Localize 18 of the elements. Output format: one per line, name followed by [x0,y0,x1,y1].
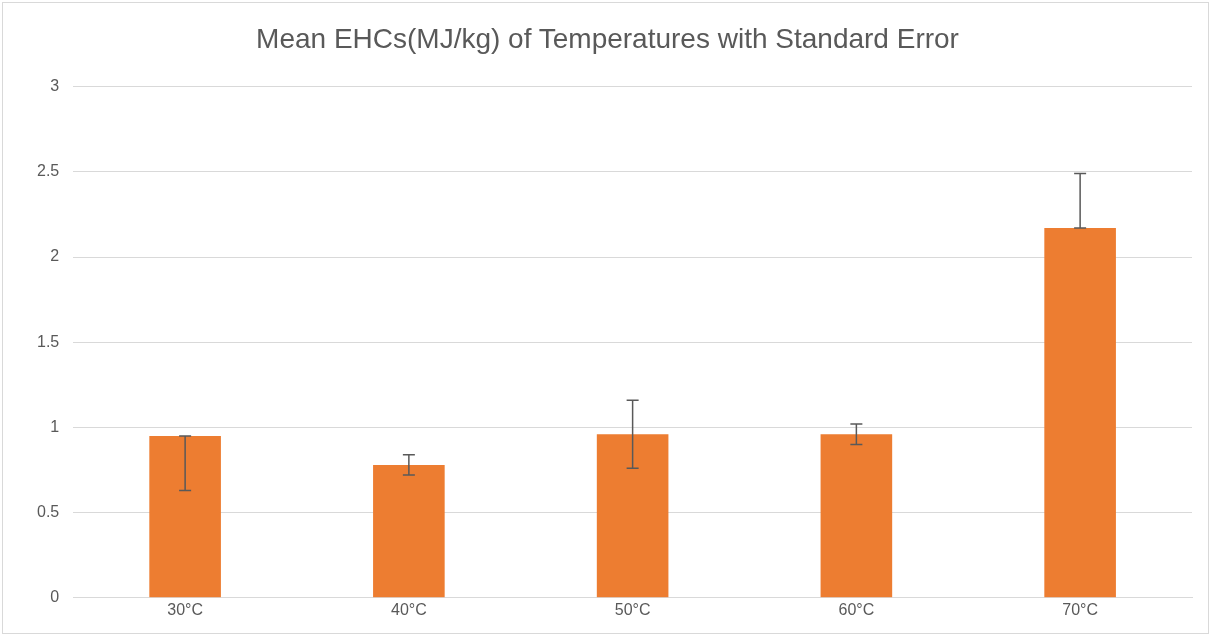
bar [596,434,669,598]
bar [1044,228,1116,598]
bar [820,434,893,598]
x-tick-label: 30°C [167,600,203,618]
x-tick-label: 60°C [838,600,875,618]
x-tick-label: 40°C [390,600,427,618]
y-tick-label: 0.5 [36,503,60,521]
x-tick-label: 70°C [1062,600,1098,618]
bar [373,464,445,598]
y-tick-label: 1.5 [36,332,60,350]
chart-title: Mean EHCs(MJ/kg) of Temperatures with Standard Error [256,22,959,54]
y-tick-label: 2.5 [36,162,60,180]
y-tick-label: 2 [50,247,60,265]
y-tick-label: 1 [50,417,60,435]
y-tick-label: 0 [50,588,60,606]
x-tick-label: 50°C [614,600,651,618]
y-tick-label: 3 [50,77,60,95]
bar [149,435,221,598]
